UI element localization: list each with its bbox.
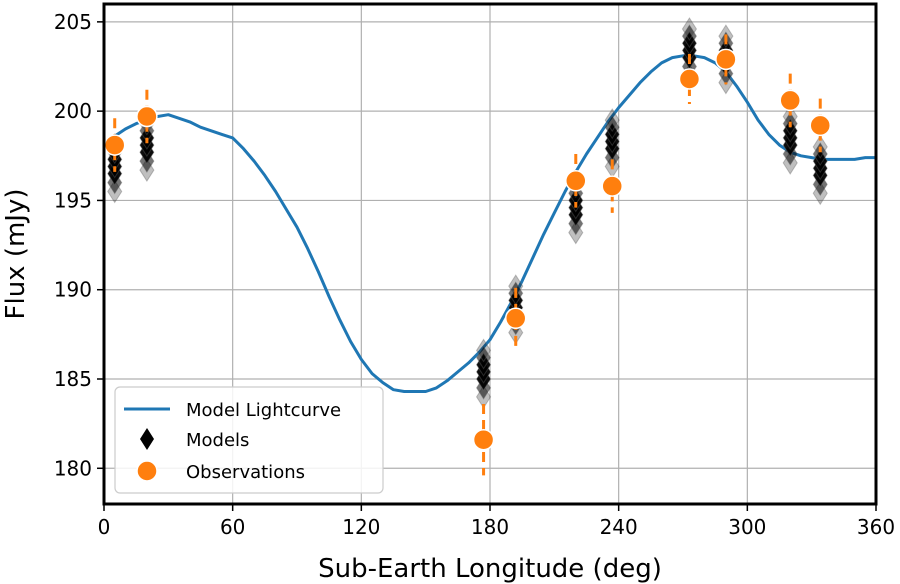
- legend: Model Lightcurve Models Observations: [114, 386, 384, 494]
- observation-point-0: [103, 134, 126, 156]
- observation-point-5: [601, 175, 623, 197]
- y-tick-label-195: 195: [54, 188, 92, 212]
- models-marker-2: [475, 338, 492, 409]
- observation-point-6: [678, 68, 701, 90]
- observation-point-2: [472, 428, 495, 451]
- models-marker-9: [812, 134, 828, 206]
- observations-series: [103, 34, 831, 476]
- y-tick-label-180: 180: [54, 456, 92, 480]
- x-tick-label-0: 0: [98, 515, 111, 539]
- y-tick-label-185: 185: [54, 367, 92, 391]
- x-tick-label-60: 60: [220, 515, 245, 539]
- y-axis-label: Flux (mJy): [1, 189, 31, 320]
- observation-point-4: [565, 170, 587, 192]
- model-lightcurve-line: [103, 54, 876, 393]
- legend-observations-marker-swatch: [136, 460, 158, 482]
- x-tick-label-240: 240: [600, 515, 638, 539]
- axis-ticks: 0 60 120 180 240 300 360 180 185 190 195 200 205: [54, 10, 895, 539]
- models-marker-8: [782, 104, 798, 175]
- legend-models-marker-swatch: [140, 428, 154, 450]
- observation-point-1: [136, 105, 158, 128]
- x-tick-label-300: 300: [728, 515, 766, 539]
- x-tick-label-180: 180: [471, 515, 509, 539]
- observation-point-9: [809, 114, 831, 137]
- observation-point-3: [504, 307, 527, 330]
- legend-box: [114, 386, 384, 494]
- legend-label-observations: Observations: [186, 462, 305, 483]
- observation-point-8: [779, 89, 801, 112]
- legend-label-model-lightcurve: Model Lightcurve: [186, 400, 341, 421]
- x-tick-label-120: 120: [342, 515, 380, 539]
- legend-label-models: Models: [186, 430, 249, 451]
- observation-point-7: [715, 48, 737, 71]
- models-series: [107, 17, 828, 409]
- y-tick-label-190: 190: [54, 278, 92, 302]
- model-lightcurve-series: [103, 54, 876, 393]
- y-tick-label-200: 200: [54, 99, 92, 123]
- y-tick-label-205: 205: [54, 10, 92, 34]
- x-axis-label: Sub-Earth Longitude (deg): [318, 554, 662, 584]
- x-tick-label-360: 360: [857, 515, 895, 539]
